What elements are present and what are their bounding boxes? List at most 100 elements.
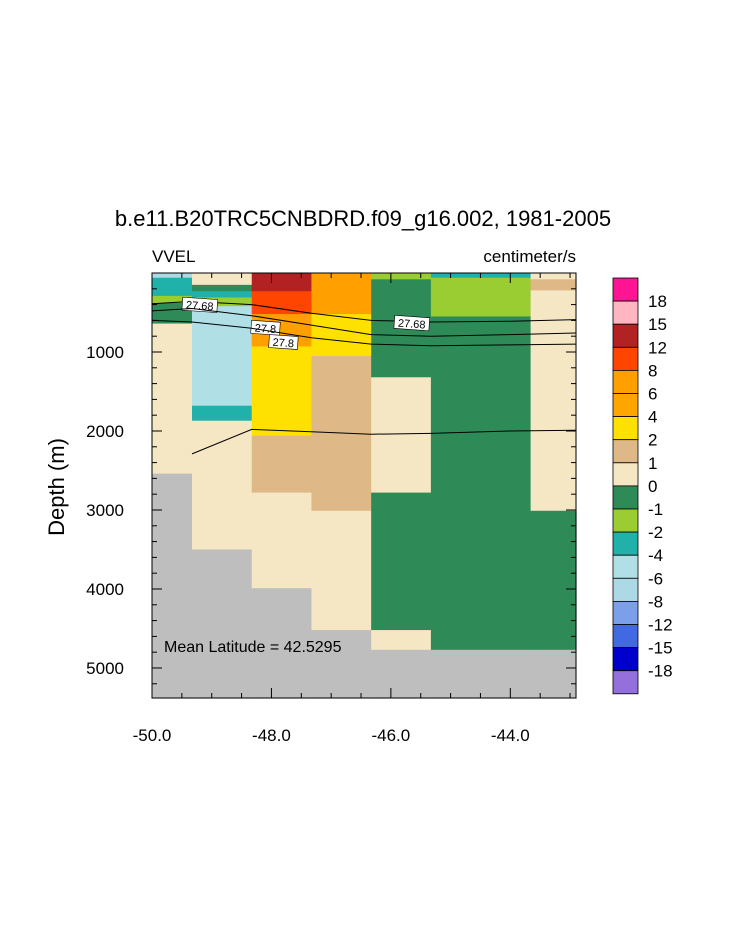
- heatmap-cell: [311, 314, 372, 357]
- heatmap-cell: [530, 510, 577, 651]
- legend-swatch: [612, 300, 639, 325]
- heatmap-cell: [251, 291, 313, 315]
- legend-label: 18: [648, 292, 667, 311]
- y-tick-label: 5000: [86, 659, 124, 678]
- heatmap-cell: [152, 277, 193, 297]
- legend-label: -18: [648, 662, 673, 681]
- contour-label-box: [393, 315, 431, 332]
- x-tick-label: -44.0: [491, 726, 530, 745]
- heatmap-cell: [192, 420, 253, 551]
- heatmap-cell: [192, 273, 253, 286]
- legend-swatch: [612, 277, 639, 302]
- contour-label: 27.8: [272, 337, 294, 350]
- legend-swatch: [612, 485, 639, 510]
- heatmap-cell: [311, 510, 372, 631]
- legend-label: 4: [648, 408, 657, 427]
- units-label: centimeter/s: [483, 247, 576, 266]
- chart-title: b.e11.B20TRC5CNBDRD.f09_g16.002, 1981-20…: [115, 206, 611, 231]
- mean-latitude-annotation: Mean Latitude = 42.5295: [164, 639, 342, 656]
- contour-label: 27.8: [254, 323, 276, 336]
- heatmap-cell: [430, 277, 532, 318]
- legend-label: -2: [648, 523, 663, 542]
- contour-label-box: [268, 334, 299, 350]
- heatmap-cell: [251, 492, 313, 589]
- heatmap-cell: [371, 377, 432, 494]
- contour-line: [151, 307, 577, 337]
- legend-label: -1: [648, 500, 663, 519]
- heatmap-cell: [192, 291, 253, 299]
- x-tick-label: -46.0: [371, 726, 410, 745]
- heatmap-cell: [152, 273, 193, 279]
- land-mask-cell: [152, 473, 193, 699]
- contour-line: [151, 319, 577, 347]
- heatmap-cell: [251, 273, 313, 292]
- color-legend: 18 15 12 8 6 4 2 1 0 -1 -2 -4 -6 -8 -12 -15 -18: [612, 277, 673, 695]
- legend-label: 15: [648, 315, 667, 334]
- heatmap-cell: [430, 316, 532, 651]
- land-mask-cell: [371, 649, 432, 699]
- x-tick-label: -48.0: [252, 726, 291, 745]
- heatmap-cell: [371, 630, 432, 651]
- legend-swatch: [612, 462, 639, 487]
- left-string-label: VVEL: [152, 247, 195, 266]
- legend-swatch: [612, 323, 639, 348]
- heatmap-cell: [192, 297, 253, 307]
- heatmap-cell: [371, 273, 432, 280]
- legend-label: 6: [648, 385, 657, 404]
- y-tick-label: 3000: [86, 501, 124, 520]
- legend-label: 12: [648, 338, 667, 357]
- y-tick-label: 1000: [86, 343, 124, 362]
- land-mask-cell: [192, 549, 253, 699]
- legend-swatch: [612, 531, 639, 556]
- legend-swatch: [612, 346, 639, 371]
- legend-label: -8: [648, 592, 663, 611]
- x-tick-labels: -50.0 -48.0 -46.0 -44.0: [133, 726, 530, 745]
- contour-lines: 27.68 27.68 27.827.8: [151, 296, 577, 455]
- heatmap-cell: [251, 435, 313, 494]
- contour-line: [191, 428, 577, 455]
- heatmap-cell: [530, 290, 577, 512]
- legend-label: -6: [648, 569, 663, 588]
- legend-swatch: [612, 554, 639, 579]
- y-axis-label: Depth (m): [44, 438, 69, 536]
- legend-swatch: [612, 577, 639, 602]
- legend-swatch: [612, 416, 639, 441]
- legend-swatch: [612, 624, 639, 649]
- land-mask-cell: [251, 588, 313, 699]
- heatmap-cell: [192, 284, 253, 292]
- land-mask-cell: [430, 649, 532, 699]
- plot-frame: [151, 272, 577, 699]
- land-mask-cell: [311, 630, 372, 699]
- heatmap-cell: [530, 273, 577, 280]
- legend-label: 1: [648, 454, 657, 473]
- heatmap-cell: [192, 405, 253, 422]
- heatmap-cell: [530, 279, 577, 291]
- heatmap-cell: [152, 295, 193, 304]
- land-mask-cell: [530, 649, 577, 699]
- heatmap-cell: [430, 273, 532, 279]
- legend-swatch: [612, 601, 639, 625]
- heatmap-cell: [152, 303, 193, 313]
- heatmap-cell: [371, 492, 432, 631]
- legend-label: -15: [648, 639, 673, 658]
- x-tick-label: -50.0: [133, 726, 172, 745]
- heatmap-cells: [152, 273, 577, 699]
- legend-label: 0: [648, 477, 657, 496]
- legend-label: 8: [648, 361, 657, 380]
- y-tick-label: 2000: [86, 422, 124, 441]
- y-tick-labels: 1000 2000 3000 4000 5000: [86, 343, 124, 678]
- legend-label: -4: [648, 546, 663, 565]
- legend-swatch: [612, 670, 639, 695]
- contour-label: 27.68: [186, 299, 214, 313]
- legend-swatch: [612, 369, 639, 394]
- heatmap-cell: [251, 346, 313, 437]
- legend-swatch: [612, 439, 639, 464]
- y-tick-label: 4000: [86, 580, 124, 599]
- heatmap-cell: [192, 306, 253, 407]
- legend-swatch: [612, 393, 639, 418]
- contour-label: 27.68: [398, 318, 426, 332]
- legend-label: -12: [648, 616, 673, 635]
- legend-swatch: [612, 508, 639, 533]
- heatmap-cell: [311, 273, 372, 315]
